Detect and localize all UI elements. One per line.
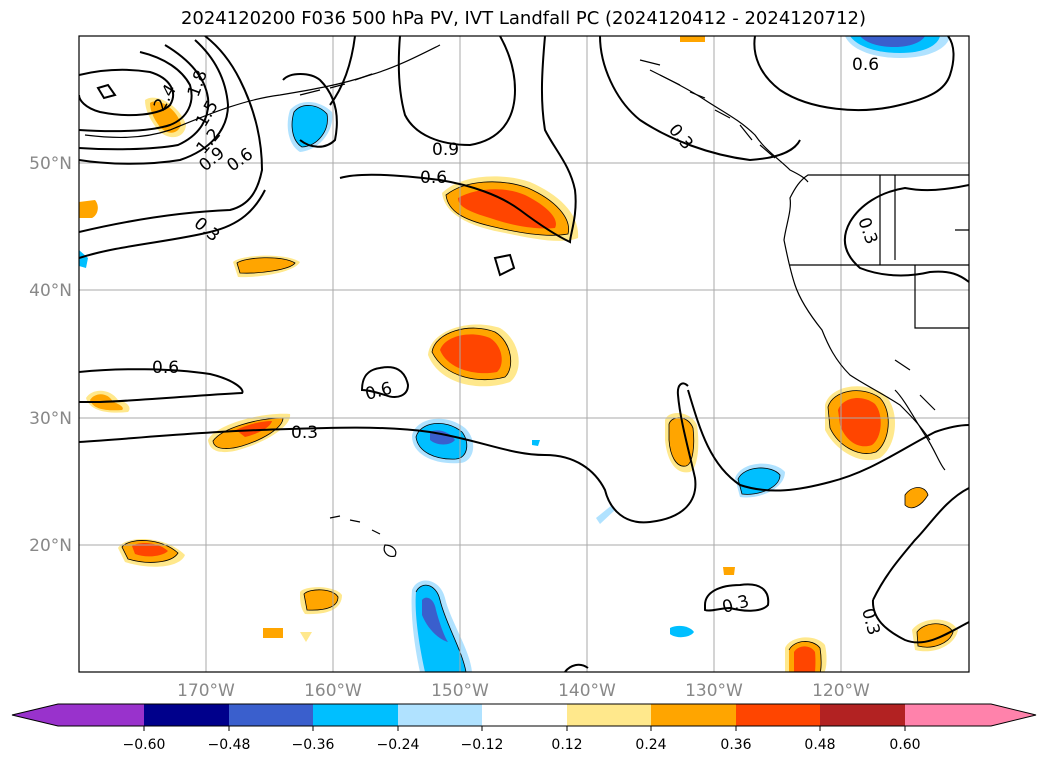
contour-label: 0.3 — [853, 215, 881, 247]
lon-label: 150°W — [431, 681, 489, 701]
lon-label: 160°W — [304, 681, 362, 701]
latitude-labels: 20°N 30°N 40°N 50°N — [29, 154, 72, 556]
contour-label: 0.3 — [857, 606, 883, 637]
colorbar-tick-label: 0.12 — [551, 737, 582, 753]
lat-label: 20°N — [29, 536, 72, 556]
colorbar-tick-label: −0.60 — [123, 737, 166, 753]
colorbar-swatch — [229, 704, 313, 726]
lon-label: 140°W — [558, 681, 616, 701]
contour-label: 0.6 — [420, 168, 447, 188]
lon-label: 120°W — [812, 681, 870, 701]
colorbar-tick-label: 0.60 — [889, 737, 920, 753]
graticule — [79, 36, 969, 672]
lat-label: 30°N — [29, 409, 72, 429]
colorbar-extend-max — [991, 704, 1036, 726]
colorbar-swatch — [313, 704, 398, 726]
map-panel: 2.4 1.8 1.5 1.2 0.9 0.6 0.3 0.9 0.6 0.6 … — [79, 36, 969, 672]
contour-label: 0.3 — [291, 423, 318, 443]
colorbar-tick-label: −0.48 — [208, 737, 251, 753]
contour-label: 0.3 — [190, 214, 224, 247]
shading-outlines — [121, 105, 954, 672]
map-title: 2024120200 F036 500 hPa PV, IVT Landfall… — [180, 8, 867, 29]
map-frame — [78, 35, 970, 673]
longitude-labels: 170°W 160°W 150°W 140°W 130°W 120°W — [177, 681, 870, 701]
colorbar-tick-label: 0.24 — [635, 737, 666, 753]
lon-label: 130°W — [685, 681, 743, 701]
colorbar-swatch — [820, 704, 905, 726]
colorbar-tick-label: 0.36 — [720, 737, 751, 753]
colorbar-tick-label: −0.24 — [377, 737, 420, 753]
contour-label: 0.9 — [432, 140, 459, 160]
colorbar-extend-min — [12, 704, 58, 726]
colorbar-tick-label: −0.12 — [461, 737, 504, 753]
contour-label: 0.3 — [664, 120, 697, 154]
lon-label: 170°W — [177, 681, 235, 701]
contour-label: 0.6 — [152, 358, 179, 378]
colorbar-swatch — [482, 704, 567, 726]
coastlines — [84, 44, 969, 557]
colorbar-swatch — [144, 704, 229, 726]
contour-label: 0.6 — [223, 144, 257, 176]
colorbar-swatch — [905, 704, 991, 726]
colorbar-swatch — [651, 704, 736, 726]
contour-label: 0.6 — [363, 379, 394, 405]
colorbar-tick-label: 0.48 — [804, 737, 835, 753]
colorbar-swatch — [58, 704, 144, 726]
colorbar-swatch — [567, 704, 651, 726]
colorbar: −0.60 −0.48 −0.36 −0.24 −0.12 0.12 0.24 … — [11, 703, 1037, 753]
colorbar-swatch — [736, 704, 820, 726]
pc-shading-negative — [79, 36, 950, 672]
colorbar-tick-label: −0.36 — [292, 737, 335, 753]
contour-label: 0.3 — [720, 592, 751, 618]
lat-label: 40°N — [29, 281, 72, 301]
contour-label: 0.6 — [852, 55, 879, 75]
pv-contours — [79, 36, 969, 672]
colorbar-outline — [11, 703, 1037, 727]
lat-label: 50°N — [29, 154, 72, 174]
colorbar-swatch — [398, 704, 482, 726]
contour-label: 1.5 — [192, 97, 223, 130]
